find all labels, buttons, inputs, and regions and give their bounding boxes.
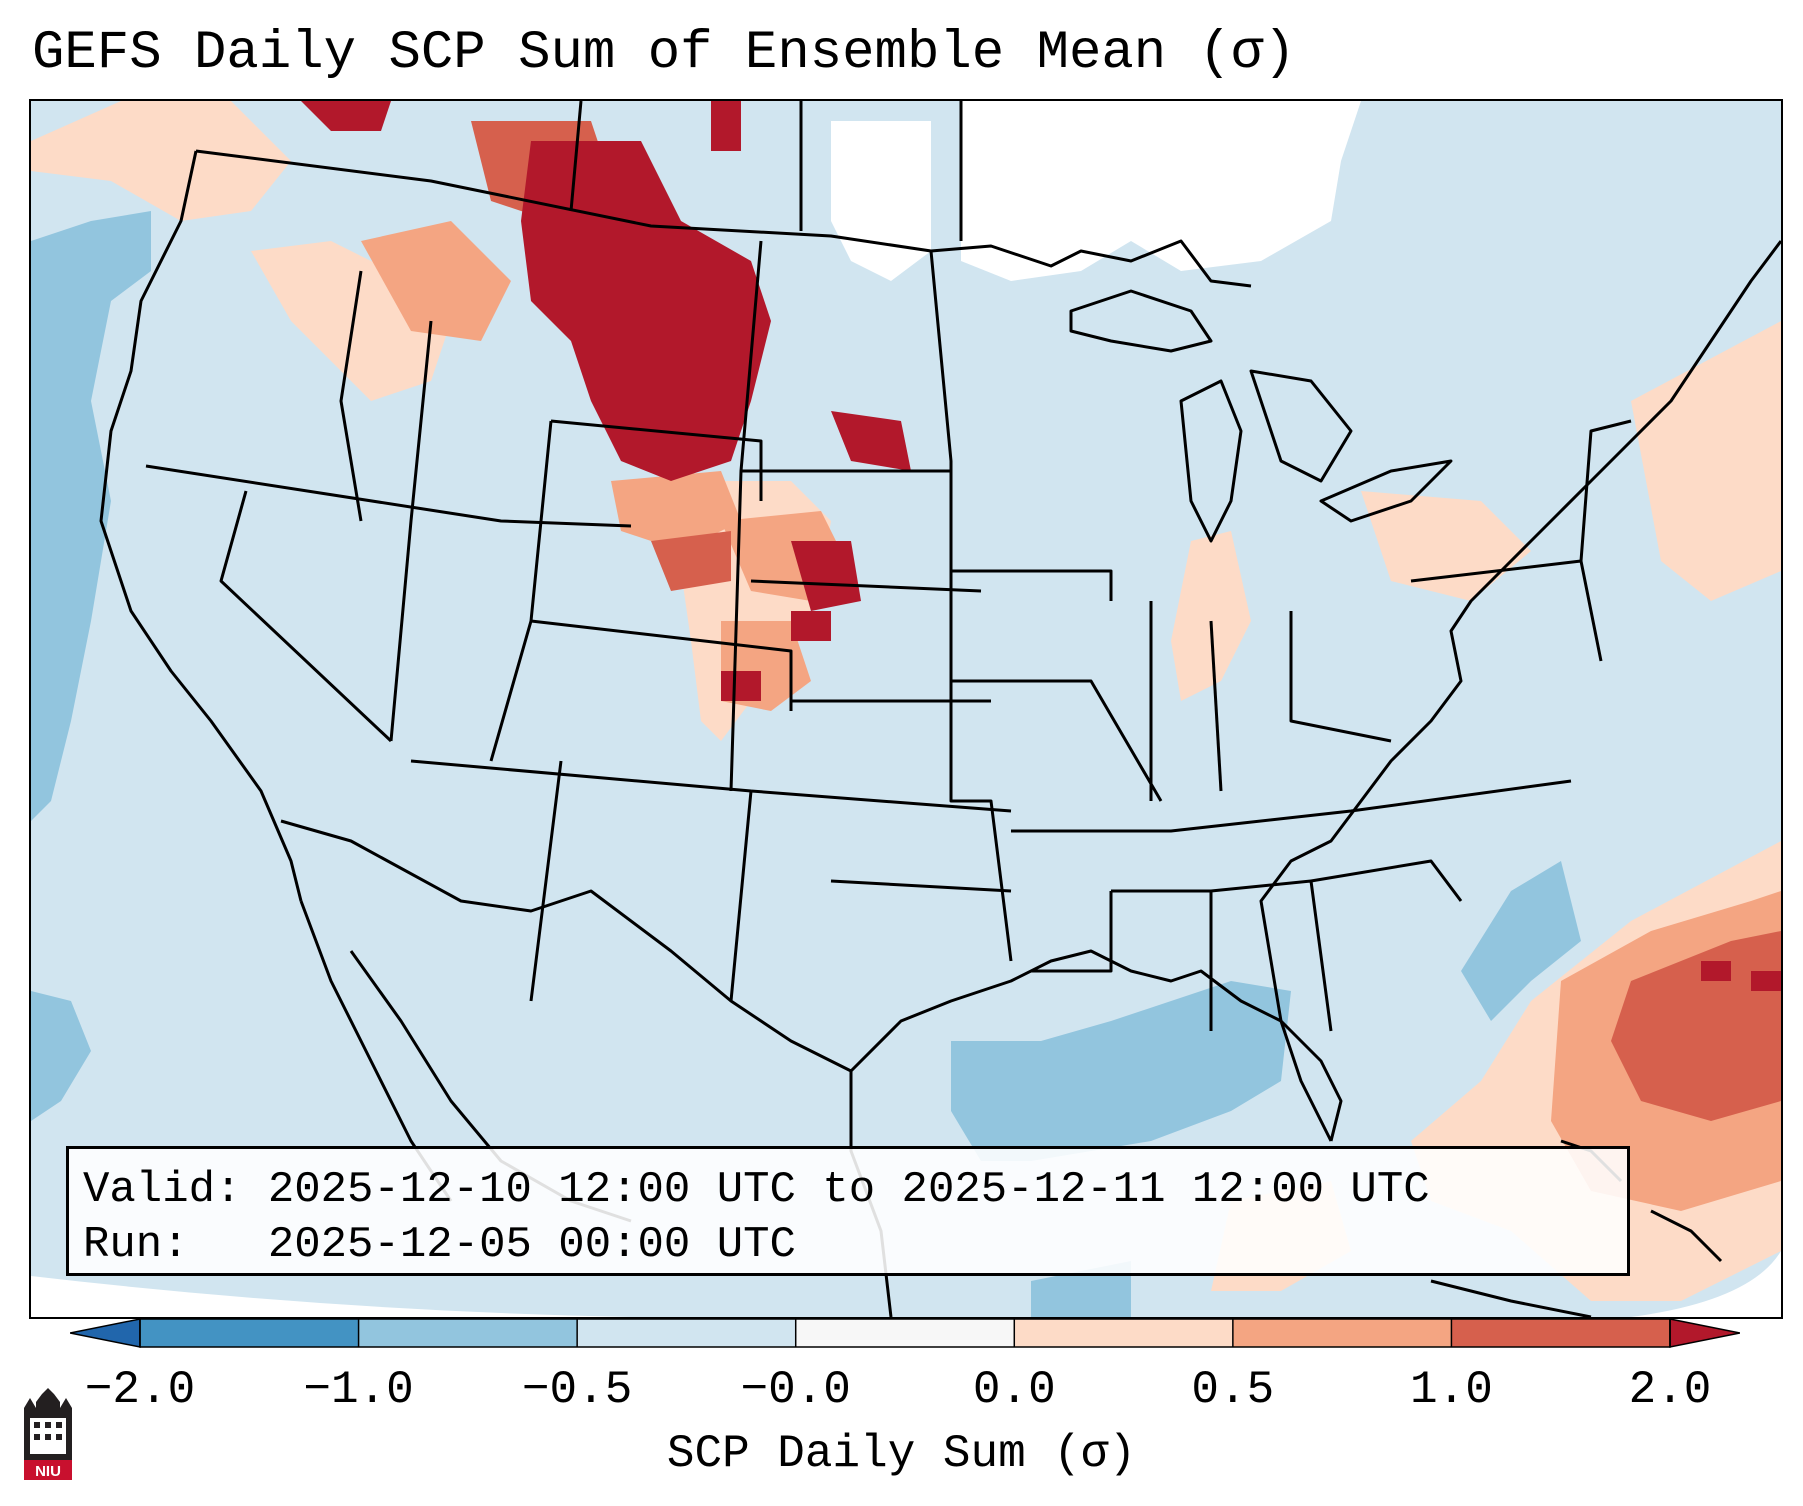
canada-us-border — [195, 149, 1252, 288]
ut-az-line — [410, 759, 752, 793]
colorbar — [70, 1318, 1740, 1348]
west-coastline — [99, 150, 303, 902]
wy-co-line — [530, 619, 793, 711]
lake-superior — [1069, 289, 1213, 353]
ks-ok-line — [750, 789, 1012, 813]
pacific-negative-zone — [31, 211, 151, 821]
colorado-max-zone — [721, 671, 761, 701]
run-label: Run: — [83, 1220, 189, 1270]
kansas-max-zone — [791, 611, 831, 641]
atlantic-strong-zone — [1611, 931, 1781, 1121]
in-oh-line — [1209, 620, 1223, 792]
colorbar-bin — [1014, 1319, 1234, 1347]
colorbar-bin — [358, 1319, 578, 1347]
or-ca-id-line — [145, 464, 632, 528]
bc-max-zone — [301, 101, 391, 131]
mt-wy-line — [550, 419, 763, 501]
id-nv-line — [389, 320, 433, 742]
colorbar-tick-label: 1.0 — [1410, 1364, 1493, 1416]
cuba-coast — [1430, 1279, 1592, 1317]
us-mexico-border — [280, 819, 852, 1073]
colorbar-bin — [1451, 1319, 1671, 1347]
lake-michigan — [1179, 379, 1243, 543]
projection-edge-left — [31, 1276, 631, 1317]
valid-run-info-box: Valid: 2025-12-10 12:00 UTC to 2025-12-1… — [66, 1146, 1630, 1276]
lake-huron — [1249, 369, 1353, 483]
east-coastline — [1259, 240, 1781, 1142]
ok-tx-line — [830, 879, 1012, 893]
colorbar-tick-label: 0.5 — [1191, 1364, 1275, 1416]
colorbar-tick-label: −0.0 — [740, 1364, 851, 1416]
run-value: 2025-12-05 00:00 UTC — [267, 1220, 796, 1270]
wyoming-medium-zone — [611, 471, 741, 551]
ga-sc-line — [1310, 859, 1463, 902]
mn-ia-line — [951, 569, 1113, 601]
atlantic-max-cell-1 — [1701, 961, 1731, 981]
map-panel — [29, 99, 1783, 1319]
atlantic-max-cell-2 — [1751, 971, 1781, 991]
ohio-valley-positive-zone — [1171, 531, 1251, 701]
lake-erie — [1319, 459, 1453, 523]
oh-wv-line — [1289, 611, 1392, 743]
boundaries — [99, 101, 1781, 1317]
negative-anomaly-zones — [31, 211, 1581, 1317]
saskatchewan-max-zone — [711, 101, 741, 151]
northwest-positive-zone — [31, 101, 291, 221]
positive-max-zones — [301, 101, 1781, 991]
ny-vt-line — [1579, 419, 1632, 562]
plains-east-line — [929, 250, 1013, 962]
chart-title: GEFS Daily SCP Sum of Ensemble Mean (σ) — [32, 23, 1296, 84]
northeast-positive-zone — [1361, 491, 1531, 601]
ca-nv-line — [219, 490, 393, 743]
wyoming-strong-zone — [651, 531, 731, 591]
ia-mo-line — [951, 679, 1163, 802]
valid-value: 2025-12-10 12:00 UTC to 2025-12-11 12:00… — [267, 1165, 1430, 1215]
colorbar-tick-label: −0.5 — [521, 1364, 633, 1416]
projection-edge-right — [1631, 1251, 1781, 1317]
colorbar-tick-label: 2.0 — [1628, 1364, 1712, 1416]
colorbar-extend-high — [1669, 1318, 1740, 1348]
colorbar-tick-label: 0.0 — [972, 1364, 1056, 1416]
montana-max-zone — [521, 141, 771, 481]
az-nm-line — [529, 760, 563, 1002]
mo-ar-tn-line — [1011, 779, 1572, 833]
colorbar-extend-low — [70, 1318, 141, 1348]
bahamas-island-2 — [1650, 1209, 1723, 1263]
colorbar-label: SCP Daily Sum (σ) — [666, 1428, 1137, 1480]
colorbar-bin — [1232, 1319, 1452, 1347]
gulf-negative-zone — [951, 981, 1291, 1161]
nm-tx-line — [729, 790, 753, 1002]
canada-near-zero-zone — [961, 101, 1361, 281]
nebraska-max-zone — [791, 541, 861, 611]
colorbar-bin — [577, 1319, 797, 1347]
montana-medium-zone — [361, 221, 511, 341]
niu-logo-icon: NIU — [24, 1388, 72, 1480]
valid-label: Valid: — [83, 1165, 242, 1215]
wa-id-line — [339, 270, 363, 522]
colorbar-bin — [140, 1319, 360, 1347]
logo-text: NIU — [35, 1463, 61, 1480]
ar-la-line — [1031, 891, 1113, 973]
bc-alberta-line — [569, 101, 583, 212]
colorbar-bin — [795, 1319, 1015, 1347]
atlantic-negative-zone — [1461, 861, 1581, 1021]
gulf-coastline — [849, 949, 1343, 1142]
colorbar-tick-label: −1.0 — [303, 1364, 414, 1416]
new-england-positive-zone — [1631, 321, 1781, 601]
pacific-south-negative-zone — [31, 991, 91, 1121]
sd-ne-line — [750, 579, 982, 593]
map-canvas — [31, 101, 1781, 1317]
colorbar-tick-label: −2.0 — [84, 1364, 196, 1416]
south-dakota-max-zone — [831, 411, 911, 471]
